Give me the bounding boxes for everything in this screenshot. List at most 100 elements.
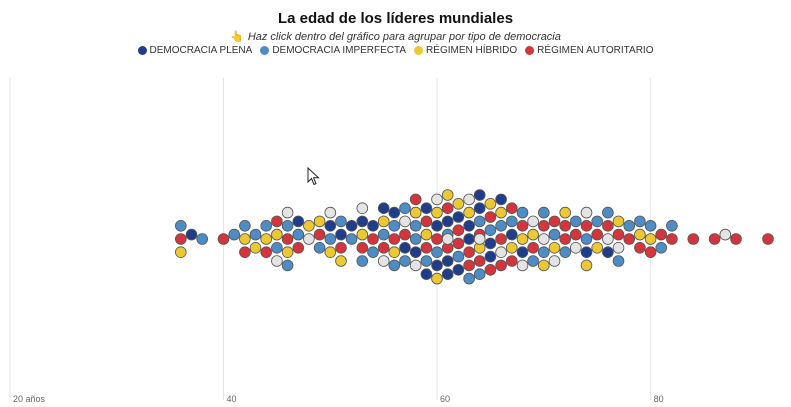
leader-dot-autoritario[interactable]: [473, 255, 486, 267]
leader-dot-autoritario[interactable]: [569, 228, 582, 241]
legend-item-imperfecta[interactable]: DEMOCRACIA IMPERFECTA: [260, 45, 406, 56]
leader-dot-sin_dato[interactable]: [580, 206, 593, 219]
leader-dot-imperfecta[interactable]: [537, 246, 550, 259]
leader-dot-plena[interactable]: [431, 220, 443, 232]
leader-dot-sin_dato[interactable]: [569, 242, 582, 254]
leader-dot-imperfecta[interactable]: [452, 250, 465, 263]
leader-dot-hibrido[interactable]: [527, 228, 539, 241]
leader-dot-plena[interactable]: [602, 246, 614, 259]
leader-dot-imperfecta[interactable]: [292, 228, 305, 241]
leader-dot-autoritario[interactable]: [484, 211, 497, 223]
leader-dot-imperfecta[interactable]: [399, 202, 411, 215]
leader-dot-imperfecta[interactable]: [591, 215, 603, 228]
leader-dot-imperfecta[interactable]: [623, 220, 635, 232]
leader-dot-plena[interactable]: [452, 263, 465, 276]
leader-dot-autoritario[interactable]: [559, 220, 571, 232]
leader-dot-imperfecta[interactable]: [388, 259, 401, 272]
leader-dot-imperfecta[interactable]: [655, 242, 667, 254]
leader-dot-plena[interactable]: [345, 220, 358, 232]
leader-dot-hibrido[interactable]: [495, 206, 507, 219]
leader-dot-imperfecta[interactable]: [367, 246, 379, 259]
leader-dot-autoritario[interactable]: [217, 233, 230, 245]
leader-dot-imperfecta[interactable]: [196, 233, 209, 245]
leader-dot-imperfecta[interactable]: [281, 259, 294, 272]
leader-dot-autoritario[interactable]: [687, 233, 700, 245]
leader-dot-imperfecta[interactable]: [260, 220, 273, 232]
leader-dot-imperfecta[interactable]: [271, 242, 283, 254]
leader-dot-sin_dato[interactable]: [463, 193, 475, 206]
leader-dot-hibrido[interactable]: [431, 272, 443, 285]
leader-dot-hibrido[interactable]: [175, 246, 187, 259]
leader-dot-autoritario[interactable]: [260, 246, 273, 259]
leader-dot-sin_dato[interactable]: [548, 255, 561, 267]
leader-dot-sin_dato[interactable]: [377, 255, 390, 267]
leader-dot-autoritario[interactable]: [548, 215, 561, 228]
leader-dot-hibrido[interactable]: [356, 228, 369, 241]
leader-dot-autoritario[interactable]: [335, 242, 347, 254]
leader-dot-sin_dato[interactable]: [281, 206, 294, 219]
leader-dot-hibrido[interactable]: [239, 233, 251, 245]
leader-dot-autoritario[interactable]: [602, 220, 614, 232]
leader-dot-sin_dato[interactable]: [719, 228, 732, 241]
leader-dot-hibrido[interactable]: [409, 206, 422, 219]
leader-dot-sin_dato[interactable]: [431, 193, 443, 206]
leader-dot-imperfecta[interactable]: [505, 215, 518, 228]
leader-dot-imperfecta[interactable]: [324, 233, 337, 245]
leader-dot-hibrido[interactable]: [452, 198, 465, 210]
leader-dot-imperfecta[interactable]: [313, 242, 326, 254]
leader-dot-sin_dato[interactable]: [612, 242, 625, 254]
leader-dot-imperfecta[interactable]: [559, 246, 571, 259]
leader-dot-autoritario[interactable]: [591, 228, 603, 241]
leader-dot-imperfecta[interactable]: [175, 220, 187, 232]
leader-dot-autoritario[interactable]: [463, 259, 475, 272]
leader-dot-autoritario[interactable]: [271, 215, 283, 228]
leader-dot-hibrido[interactable]: [644, 233, 657, 245]
leader-dot-hibrido[interactable]: [303, 220, 315, 232]
leader-dot-imperfecta[interactable]: [388, 220, 401, 232]
leader-dot-imperfecta[interactable]: [495, 220, 507, 232]
leader-dot-imperfecta[interactable]: [249, 228, 262, 241]
leader-dot-autoritario[interactable]: [292, 242, 305, 254]
legend-item-hibrido[interactable]: RÉGIMEN HÍBRIDO: [414, 45, 517, 56]
leader-dot-imperfecta[interactable]: [569, 215, 582, 228]
leader-dot-imperfecta[interactable]: [473, 268, 486, 281]
leader-dot-plena[interactable]: [388, 206, 401, 219]
leader-dot-hibrido[interactable]: [313, 215, 326, 228]
leader-dot-autoritario[interactable]: [239, 246, 251, 259]
leader-dot-sin_dato[interactable]: [473, 233, 486, 245]
leader-dot-imperfecta[interactable]: [377, 228, 390, 241]
leader-dot-autoritario[interactable]: [527, 242, 539, 254]
leader-dot-sin_dato[interactable]: [441, 233, 454, 245]
leader-dot-plena[interactable]: [356, 215, 369, 228]
leader-dot-sin_dato[interactable]: [527, 215, 539, 228]
leader-dot-imperfecta[interactable]: [409, 220, 422, 232]
leader-dot-autoritario[interactable]: [367, 233, 379, 245]
leader-dot-autoritario[interactable]: [644, 246, 657, 259]
leader-dot-plena[interactable]: [516, 246, 529, 259]
leader-dot-hibrido[interactable]: [388, 246, 401, 259]
leader-dot-hibrido[interactable]: [559, 206, 571, 219]
leader-dot-plena[interactable]: [505, 228, 518, 241]
leader-dot-autoritario[interactable]: [495, 233, 507, 245]
leader-dot-autoritario[interactable]: [730, 233, 742, 245]
leader-dot-autoritario[interactable]: [580, 220, 593, 232]
leader-dot-plena[interactable]: [324, 220, 337, 232]
leader-dot-autoritario[interactable]: [452, 237, 465, 250]
leader-dot-imperfecta[interactable]: [537, 206, 550, 219]
leader-dot-imperfecta[interactable]: [409, 233, 422, 245]
leader-dot-imperfecta[interactable]: [666, 220, 678, 232]
leader-dot-sin_dato[interactable]: [324, 206, 337, 219]
leader-dot-autoritario[interactable]: [708, 233, 721, 245]
leader-dot-autoritario[interactable]: [666, 233, 678, 245]
leader-dot-autoritario[interactable]: [281, 233, 294, 245]
leader-dot-autoritario[interactable]: [175, 233, 187, 245]
leader-dot-autoritario[interactable]: [452, 224, 465, 237]
leader-dot-hibrido[interactable]: [324, 246, 337, 259]
leader-dot-plena[interactable]: [377, 202, 390, 215]
leader-dot-sin_dato[interactable]: [516, 259, 529, 272]
leader-dot-autoritario[interactable]: [377, 242, 390, 254]
leader-dot-autoritario[interactable]: [516, 220, 529, 232]
leader-dot-hibrido[interactable]: [580, 259, 593, 272]
leader-dot-hibrido[interactable]: [431, 206, 443, 219]
